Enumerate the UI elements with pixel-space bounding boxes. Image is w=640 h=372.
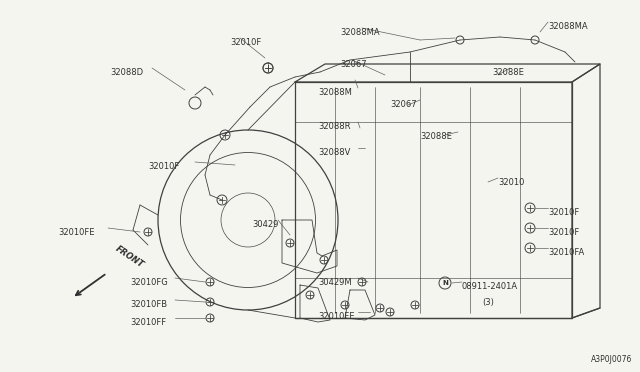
Text: 08911-2401A: 08911-2401A xyxy=(462,282,518,291)
Text: 32088E: 32088E xyxy=(420,132,452,141)
Text: 32088MA: 32088MA xyxy=(340,28,380,37)
Text: 32088E: 32088E xyxy=(492,68,524,77)
Text: 32067: 32067 xyxy=(390,100,417,109)
Text: 32088MA: 32088MA xyxy=(548,22,588,31)
Text: 32010FB: 32010FB xyxy=(130,300,167,309)
Text: (3): (3) xyxy=(482,298,494,307)
Text: 30429M: 30429M xyxy=(318,278,351,287)
Text: 32010: 32010 xyxy=(498,178,524,187)
Text: FRONT: FRONT xyxy=(114,244,146,270)
Text: 32067: 32067 xyxy=(340,60,367,69)
Text: 32010FE: 32010FE xyxy=(58,228,95,237)
Text: A3P0J0076: A3P0J0076 xyxy=(591,355,632,364)
Text: 32088D: 32088D xyxy=(110,68,143,77)
Text: 32010F: 32010F xyxy=(548,208,579,217)
Text: 32088R: 32088R xyxy=(318,122,351,131)
Text: 32010F: 32010F xyxy=(148,162,179,171)
Text: 30429: 30429 xyxy=(252,220,278,229)
Text: 32010FE: 32010FE xyxy=(318,312,355,321)
Text: 32010FG: 32010FG xyxy=(130,278,168,287)
Text: 32088M: 32088M xyxy=(318,88,352,97)
Text: 32010FF: 32010FF xyxy=(130,318,166,327)
Text: 32010F: 32010F xyxy=(230,38,261,47)
Text: 32010F: 32010F xyxy=(548,228,579,237)
Text: N: N xyxy=(442,280,448,286)
Text: 32088V: 32088V xyxy=(318,148,350,157)
Text: 32010FA: 32010FA xyxy=(548,248,584,257)
